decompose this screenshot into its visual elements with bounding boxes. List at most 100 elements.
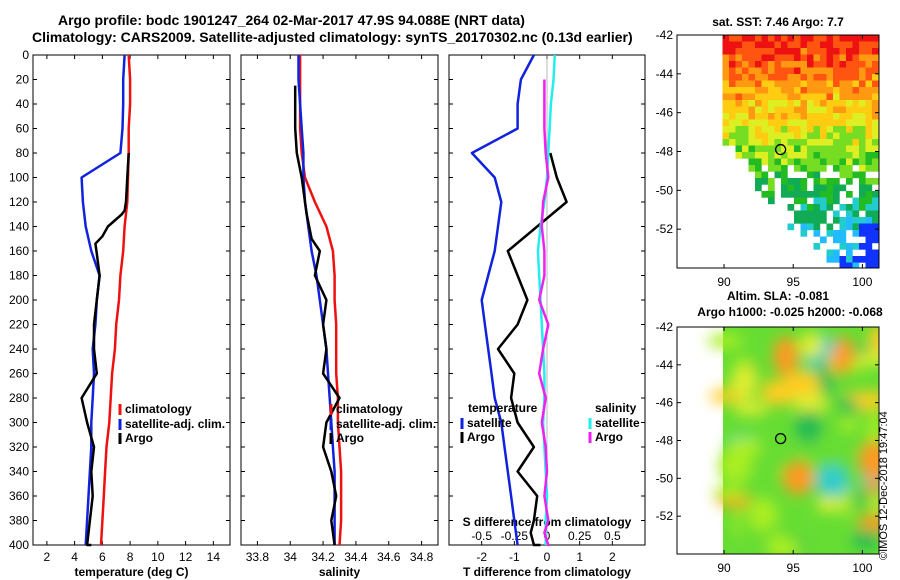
temp-xtick-label: 6: [99, 550, 106, 564]
sst-cell: [748, 126, 756, 133]
sst-cell: [859, 152, 866, 159]
sst-cell: [846, 191, 853, 198]
diff-xtick-label: 2: [609, 550, 616, 564]
sst-cell: [774, 113, 782, 120]
sst-cell: [755, 158, 762, 166]
sst-cell: [839, 80, 847, 88]
sst-cell: [872, 54, 879, 62]
diff-legend-t-argo-label: Argo: [467, 430, 495, 444]
sst-cell: [748, 139, 756, 146]
sst-cell: [787, 35, 795, 42]
diff-xtick2-label: -0.25: [501, 529, 529, 543]
sst-cell: [729, 132, 736, 140]
depth-tick-label: 120: [9, 195, 29, 209]
sst-cell: [729, 93, 736, 101]
sst-cell: [839, 256, 847, 263]
sst-cell: [748, 132, 756, 140]
sla-heatmap-blobs: [707, 327, 879, 554]
sst-cell: [865, 243, 873, 250]
sst-cell: [761, 54, 769, 62]
temp-xlabel: temperature (deg C): [74, 565, 188, 579]
sst-cell: [742, 74, 749, 81]
sst-cell: [722, 67, 730, 75]
sla-blob: [852, 528, 879, 550]
sst-cell: [878, 80, 879, 88]
sst-cell: [729, 74, 736, 81]
sst-cell: [846, 204, 853, 211]
sst-cell: [722, 106, 730, 114]
sst-cell: [852, 217, 860, 224]
sst-cell: [872, 119, 879, 127]
sst-cell: [794, 41, 801, 49]
sst-cell: [794, 178, 801, 185]
sst-cell: [872, 93, 879, 101]
sst-cell: [839, 87, 847, 94]
sst-cell: [833, 236, 840, 244]
sst-cell: [794, 35, 801, 42]
sst-cell: [872, 35, 879, 42]
sst-cell: [774, 93, 782, 101]
depth-tick-label: 20: [16, 73, 30, 87]
sst-cell: [839, 230, 847, 237]
diff-xtick2-label: -0.5: [471, 529, 492, 543]
sst-cell: [774, 152, 782, 159]
sst-cell: [787, 67, 795, 75]
sst-cell: [820, 106, 827, 114]
sst-cell: [768, 61, 775, 68]
sst-cell: [813, 100, 821, 107]
sst-cell: [755, 35, 762, 42]
sst-cell: [833, 139, 840, 146]
sst-cell: [839, 61, 847, 68]
sst-cell: [878, 61, 879, 68]
sst-cell: [820, 197, 827, 205]
sst-cell: [742, 35, 749, 42]
sst-cell: [800, 48, 808, 55]
sst-cell: [846, 158, 853, 166]
sst-cell: [859, 158, 866, 166]
sst-cell: [813, 119, 821, 127]
sst-cell: [787, 93, 795, 101]
sst-cell: [865, 61, 873, 68]
sla-blob: [779, 509, 804, 542]
depth-tick-label: 200: [9, 293, 29, 307]
sst-cell: [826, 230, 834, 237]
sst-cell: [794, 132, 801, 140]
sst-cell: [768, 87, 775, 94]
sst-cell: [774, 80, 782, 88]
depth-tick-label: 360: [9, 489, 29, 503]
sst-cell: [774, 41, 782, 49]
sst-cell: [813, 106, 821, 114]
sst-cell: [807, 204, 814, 211]
sst-cell: [735, 93, 743, 101]
sst-cell: [878, 54, 879, 62]
sst-cell: [781, 106, 788, 114]
sst-cell: [781, 100, 788, 107]
sla-blob: [712, 486, 748, 500]
sst-cell: [839, 223, 847, 231]
sla-blob: [825, 396, 843, 433]
sst-cell: [787, 126, 795, 133]
sst-cell: [722, 113, 730, 120]
sst-cell: [761, 171, 769, 179]
sst-cell: [859, 139, 866, 146]
sst-cell: [742, 106, 749, 114]
sst-cell: [781, 48, 788, 55]
sst-cell: [865, 48, 873, 55]
sst-cell: [729, 61, 736, 68]
sst-cell: [787, 113, 795, 120]
sst-cell: [748, 100, 756, 107]
sst-cell: [800, 230, 808, 237]
sst-cell: [800, 74, 808, 81]
sst-cell: [820, 145, 827, 153]
sst-cell: [768, 178, 775, 185]
sst-cell: [826, 41, 834, 49]
sst-cell: [729, 87, 736, 94]
sst-cell: [748, 152, 756, 159]
sst-cell: [846, 178, 853, 185]
sst-cell: [820, 93, 827, 101]
sst-cell: [807, 132, 814, 140]
sst-cell: [859, 243, 866, 250]
sst-cell: [833, 93, 840, 101]
sst-cell: [852, 61, 860, 68]
sal-satellite-line: [297, 55, 336, 545]
